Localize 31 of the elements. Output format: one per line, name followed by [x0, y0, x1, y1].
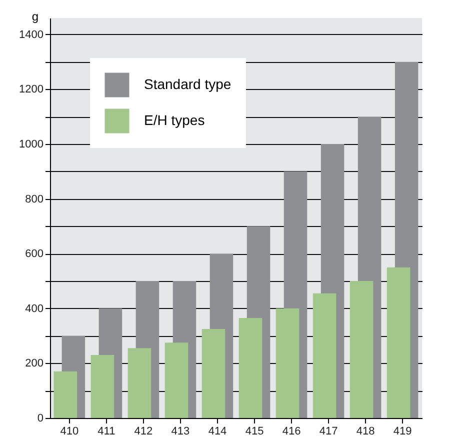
y-tick-label: 200 — [25, 358, 44, 370]
legend-label: Standard type — [144, 76, 232, 92]
x-tick-label: 412 — [134, 426, 153, 438]
x-tick-label: 416 — [282, 426, 301, 438]
y-tick-label: 1200 — [19, 84, 44, 96]
x-tick-label: 414 — [208, 426, 227, 438]
bar — [276, 308, 300, 418]
bar — [128, 348, 152, 418]
y-tick-label: 600 — [25, 248, 44, 260]
bar — [90, 354, 114, 418]
y-tick-label: 1400 — [19, 28, 44, 41]
y-tick-label: 0 — [37, 412, 44, 424]
y-tick-label: 1000 — [19, 138, 44, 151]
bar — [238, 318, 262, 418]
x-tick-label: 417 — [319, 426, 338, 438]
x-tick-label: 419 — [393, 426, 412, 438]
x-tick-label: 413 — [171, 426, 190, 438]
y-tick-label: 800 — [25, 193, 44, 206]
y-tick-label: 400 — [25, 302, 44, 315]
bar — [386, 267, 410, 418]
bar — [54, 371, 78, 418]
legend-label: E/H types — [144, 112, 205, 128]
y-axis-title: g — [32, 10, 38, 24]
x-tick-label: 415 — [245, 426, 264, 438]
bar — [202, 328, 226, 418]
bar — [164, 342, 188, 418]
bar — [312, 293, 336, 418]
x-tick-label: 411 — [98, 426, 116, 438]
x-tick-label: 410 — [60, 426, 79, 438]
bar — [350, 281, 374, 418]
x-tick-label: 418 — [356, 426, 375, 438]
